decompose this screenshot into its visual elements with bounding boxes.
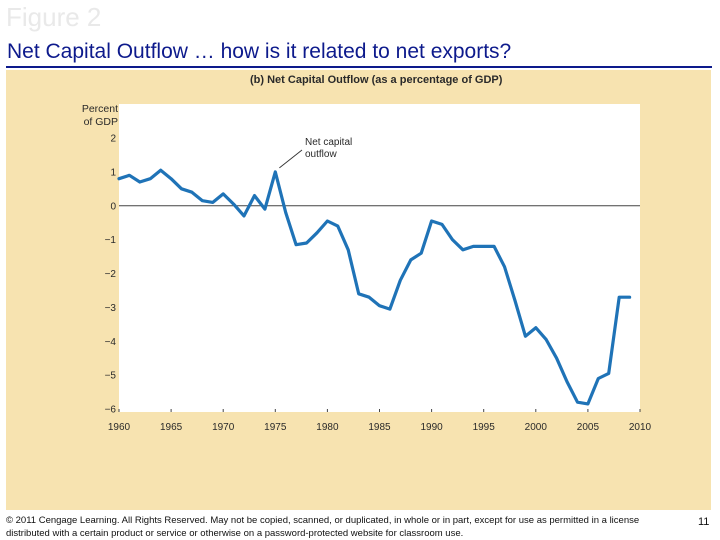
series-point: [628, 296, 631, 299]
y-axis-label-line: Percent: [82, 103, 118, 115]
annotation-line: Net capital: [305, 137, 352, 148]
y-tick-label: 0: [110, 201, 116, 212]
series-point: [440, 223, 444, 226]
x-tick-label: 2010: [629, 422, 652, 433]
series-point: [617, 296, 621, 299]
series-point: [545, 338, 548, 341]
series-point: [513, 299, 517, 302]
series-point: [263, 207, 267, 211]
y-axis-ticks: 2 1 0 −1 −2 −3 −4 −5 −6: [105, 134, 117, 416]
series-point: [482, 245, 485, 248]
y-tick-label: −6: [105, 405, 117, 416]
copyright-notice: © 2011 Cengage Learning. All Rights Rese…: [6, 515, 640, 539]
x-tick-label: 1965: [160, 422, 183, 433]
series-point: [367, 296, 371, 299]
x-tick-label: 1985: [368, 422, 391, 433]
series-point: [555, 356, 558, 360]
series-point: [419, 251, 423, 255]
y-tick-label: −1: [105, 235, 117, 246]
x-tick-label: 1990: [420, 422, 443, 433]
series-point: [149, 177, 152, 180]
plot-area: [119, 104, 640, 412]
series-point: [294, 243, 298, 246]
series-point: [315, 231, 319, 235]
y-tick-label: 2: [110, 134, 116, 145]
series-point: [357, 292, 360, 296]
page-number: 11: [698, 516, 710, 528]
series-point: [597, 377, 600, 380]
series-point: [180, 187, 183, 191]
title-divider: [6, 66, 712, 68]
x-tick-label: 2000: [525, 422, 548, 433]
x-tick-label: 1975: [264, 422, 287, 433]
series-point: [586, 402, 590, 406]
series-point: [159, 168, 162, 172]
y-tick-label: −2: [105, 269, 117, 280]
series-point: [242, 214, 246, 218]
series-point: [253, 194, 256, 197]
series-point: [388, 307, 392, 311]
series-point: [451, 238, 454, 241]
series-points: [117, 168, 631, 406]
net-capital-outflow-line: [117, 168, 632, 406]
x-tick-label: 1995: [473, 422, 496, 433]
y-tick-label: 1: [110, 167, 116, 178]
series-point: [211, 201, 214, 204]
series-point: [347, 248, 350, 251]
series-point: [461, 248, 465, 251]
series-point: [305, 241, 308, 245]
y-axis-label-line: of GDP: [84, 116, 118, 128]
series-point: [274, 170, 277, 174]
series-point: [430, 219, 433, 223]
series-point: [534, 326, 537, 329]
series-point: [607, 372, 610, 375]
figure-label: Figure 2: [6, 2, 102, 32]
series-point: [378, 304, 381, 307]
series-point: [284, 211, 287, 214]
y-tick-label: −5: [105, 371, 117, 382]
x-tick-label: 2005: [577, 422, 600, 433]
series-point: [222, 192, 225, 196]
annotation-leader-line: [279, 149, 303, 169]
series-point: [232, 202, 235, 206]
series-point: [117, 177, 121, 180]
series-point: [128, 174, 131, 177]
x-tick-label: 1980: [316, 422, 339, 433]
series-point: [201, 199, 204, 202]
series-point: [399, 279, 402, 282]
series-point: [524, 334, 527, 338]
series-point: [565, 380, 569, 384]
x-tick-label: 1960: [108, 422, 131, 433]
x-axis-ticks: 1960 1965 1970 1975 1980 1985 1990 1995 2000 2005…: [108, 409, 652, 433]
annotation-line: outflow: [305, 149, 337, 160]
series-point: [576, 401, 579, 404]
series-point: [326, 219, 329, 223]
series-point: [472, 245, 475, 248]
series-point: [336, 224, 340, 228]
series-point: [492, 245, 496, 248]
y-tick-label: −4: [105, 337, 117, 348]
series-point: [169, 177, 173, 180]
series-point: [409, 258, 412, 262]
series-point: [503, 265, 506, 268]
series-point: [138, 180, 142, 184]
series-point: [190, 191, 194, 194]
y-tick-label: −3: [105, 303, 117, 314]
chart-title: (b) Net Capital Outflow (as a percentage…: [250, 74, 503, 86]
slide-title: Net Capital Outflow … how is it related …: [7, 40, 512, 63]
x-tick-label: 1970: [212, 422, 235, 433]
